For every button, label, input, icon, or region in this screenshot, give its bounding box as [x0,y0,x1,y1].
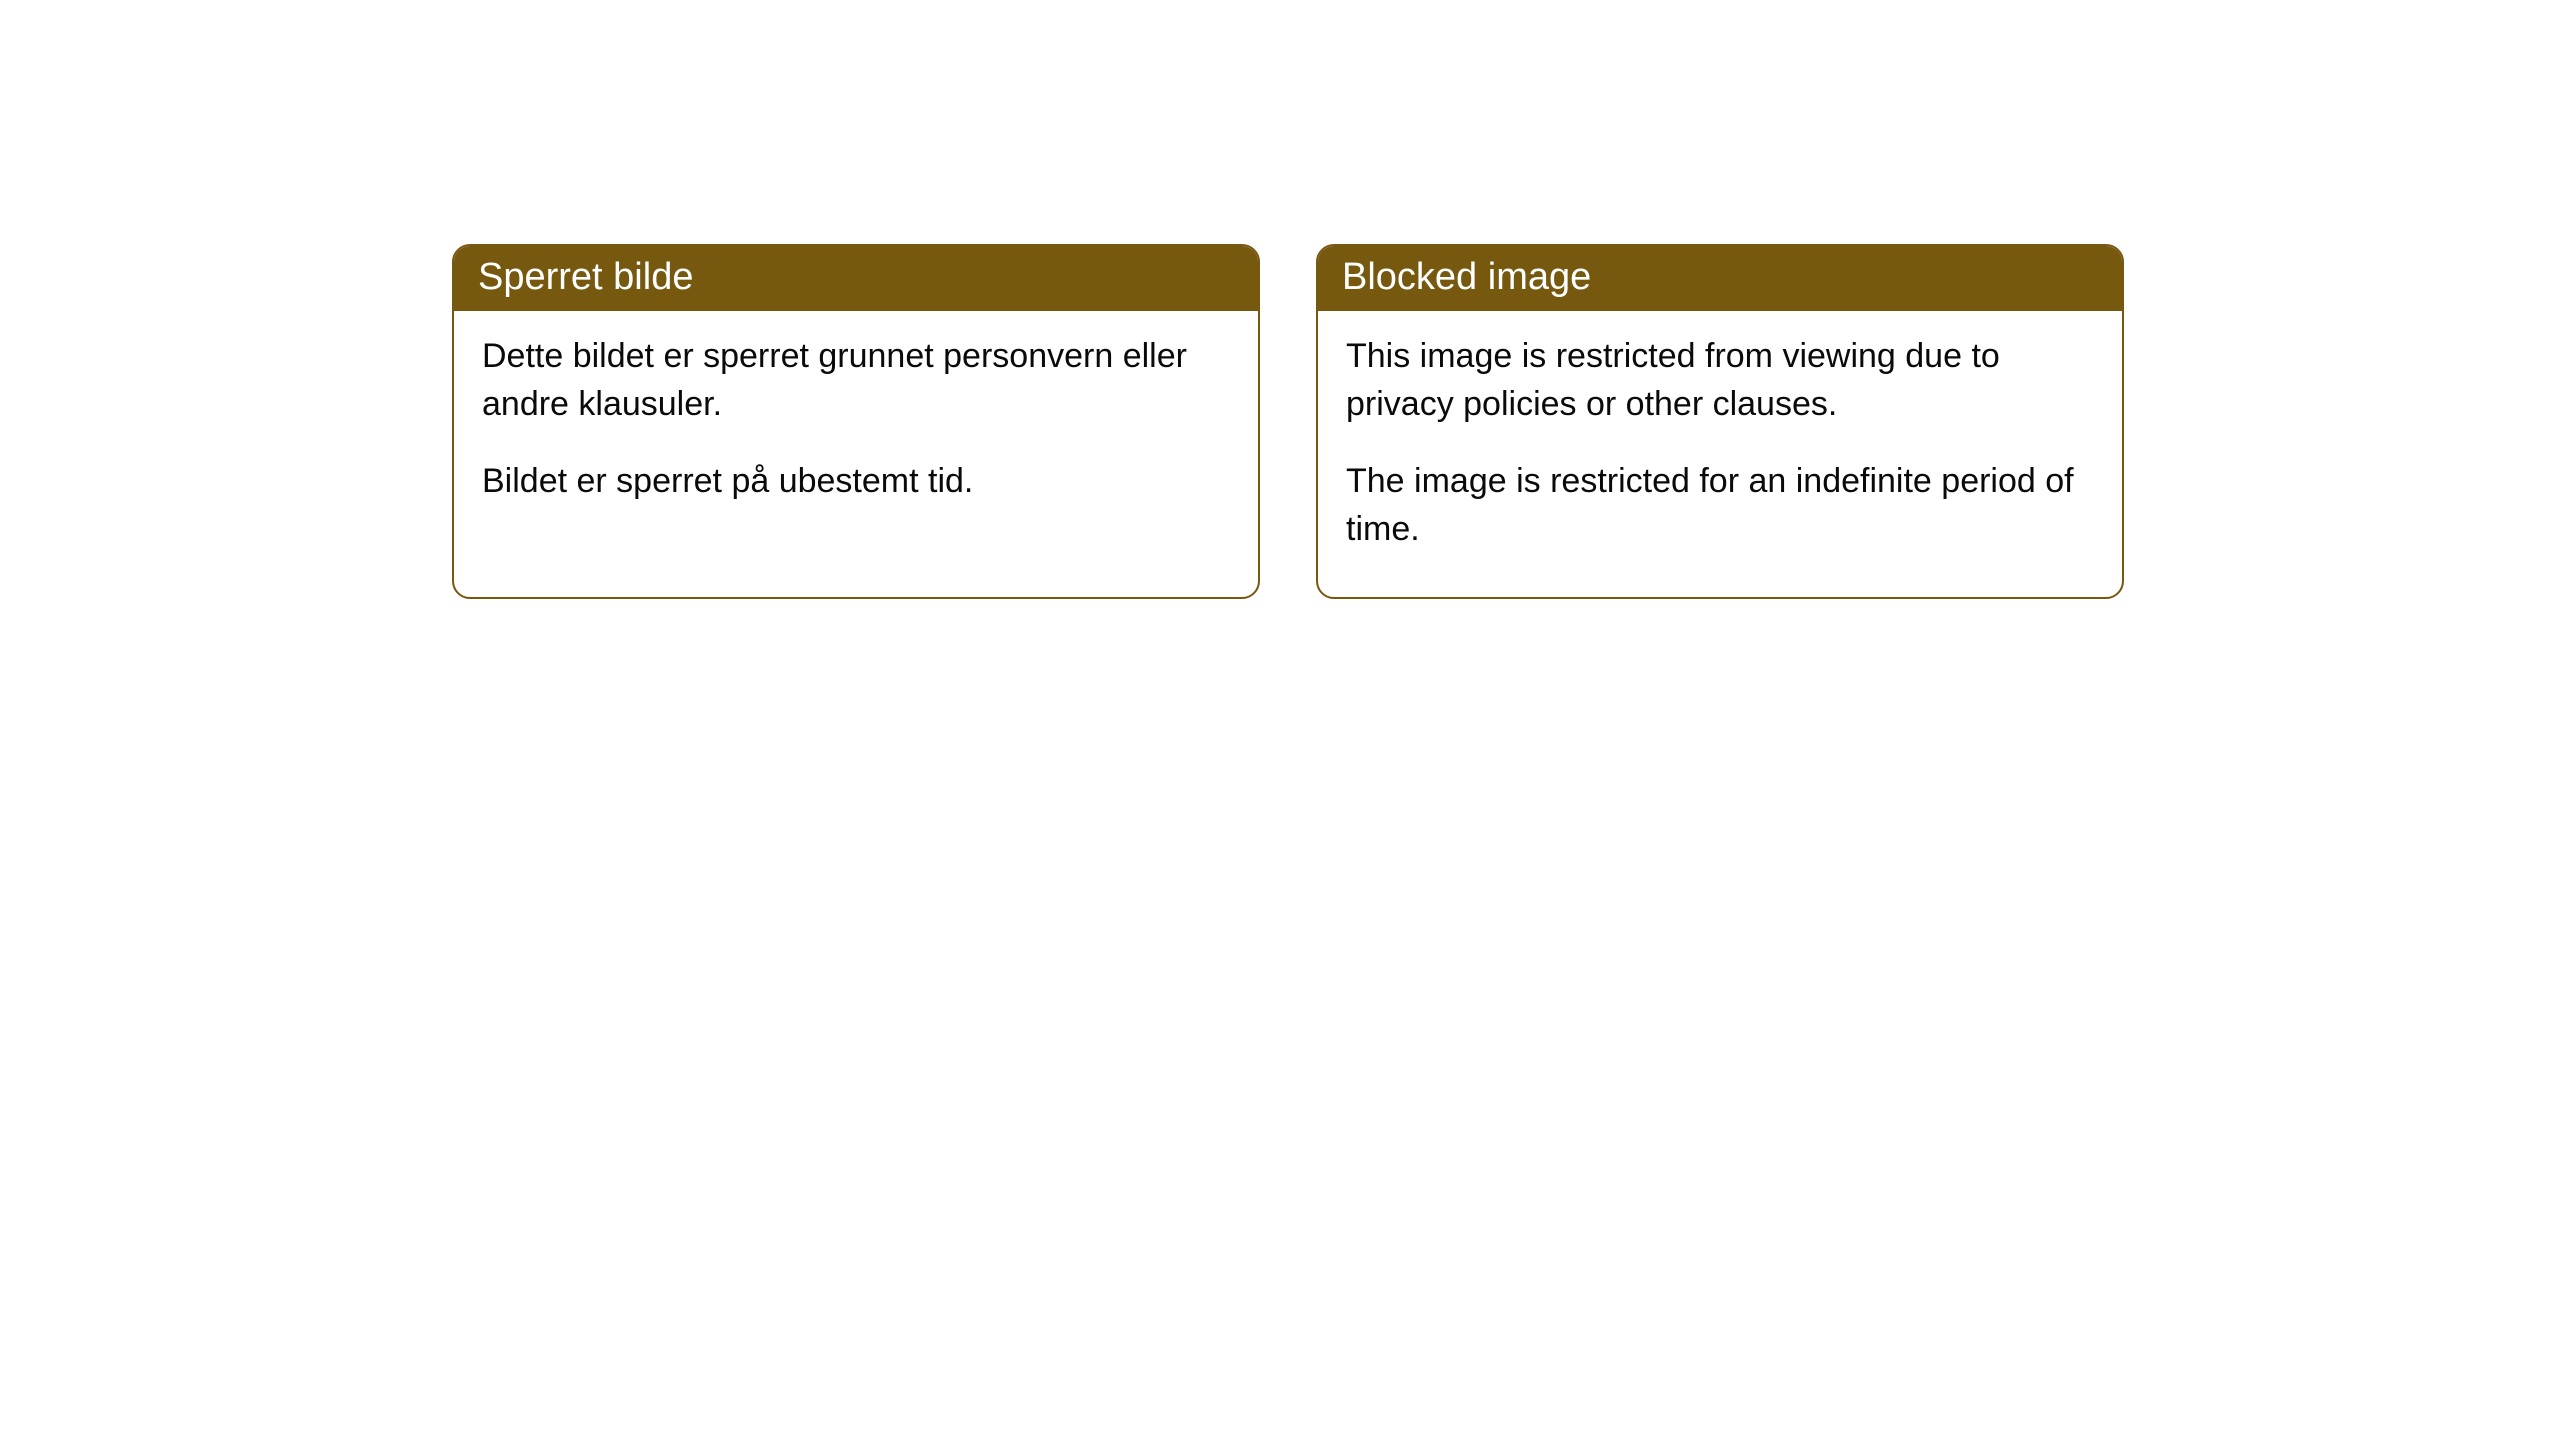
card-paragraph: Bildet er sperret på ubestemt tid. [482,458,1230,506]
card-title: Sperret bilde [478,256,693,298]
notice-card-norwegian: Sperret bilde Dette bildet er sperret gr… [452,244,1260,599]
card-header: Sperret bilde [454,246,1258,311]
card-paragraph: This image is restricted from viewing du… [1346,333,2094,428]
notice-container: Sperret bilde Dette bildet er sperret gr… [452,244,2124,599]
card-header: Blocked image [1318,246,2122,311]
card-paragraph: Dette bildet er sperret grunnet personve… [482,333,1230,428]
card-title: Blocked image [1342,256,1591,298]
card-paragraph: The image is restricted for an indefinit… [1346,458,2094,553]
card-body: Dette bildet er sperret grunnet personve… [454,311,1258,550]
notice-card-english: Blocked image This image is restricted f… [1316,244,2124,599]
card-body: This image is restricted from viewing du… [1318,311,2122,597]
